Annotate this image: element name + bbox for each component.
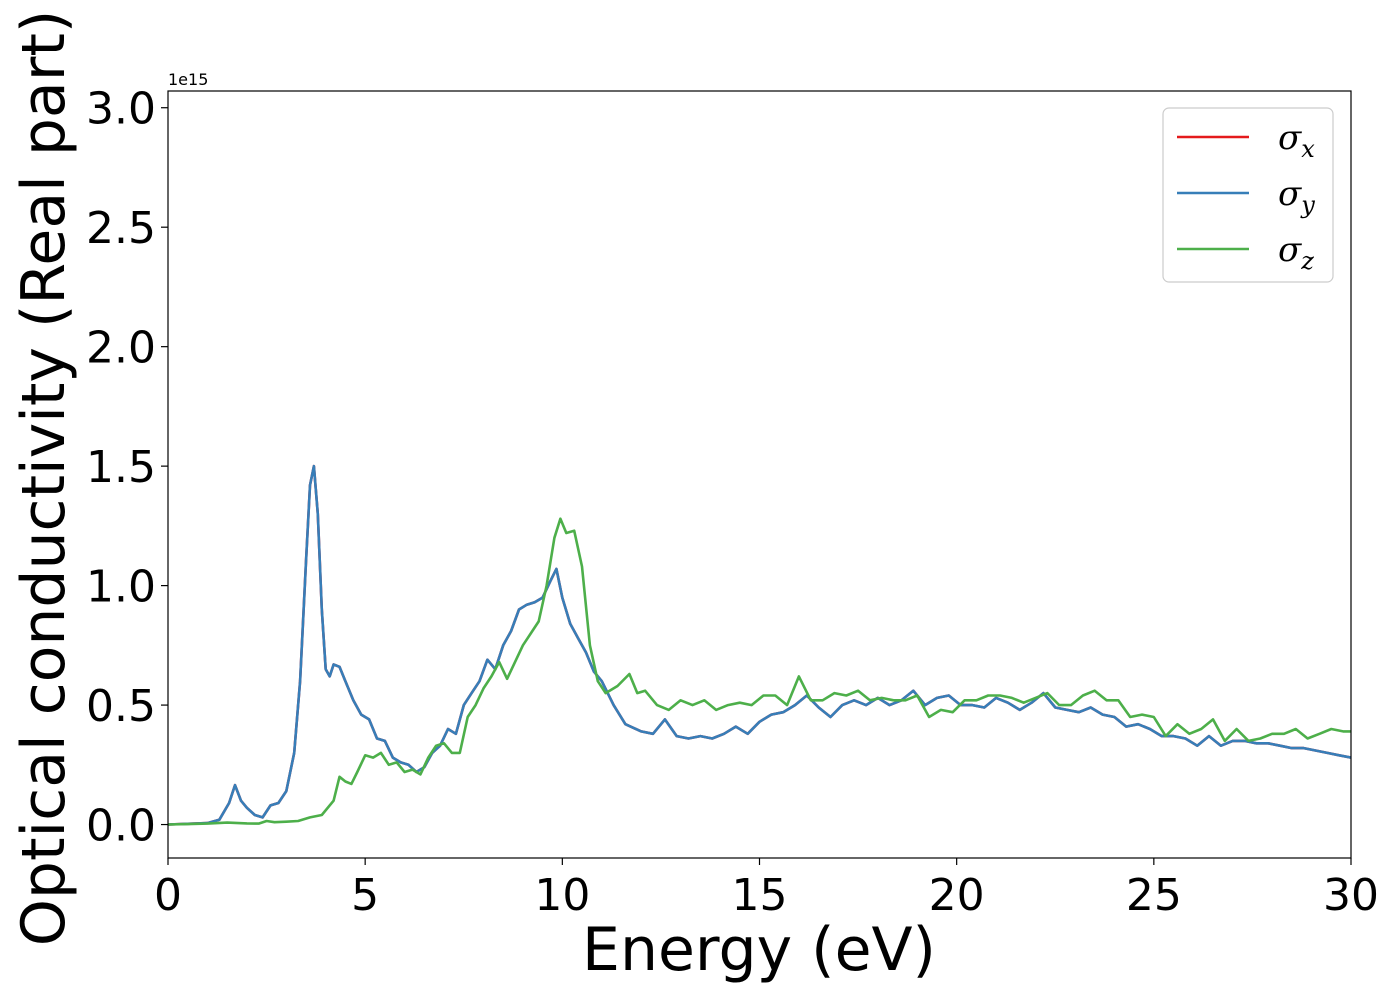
x-axis-title: Energy (eV)	[582, 915, 936, 985]
x-tick-label: 25	[1126, 870, 1182, 921]
legend-subscript: x	[1301, 135, 1315, 163]
x-tick-label: 30	[1323, 870, 1379, 921]
x-axis-ticks: 0 5 10 15 20 25 30	[154, 858, 1379, 921]
legend-label-sigma-y: σy	[1278, 174, 1315, 219]
y-tick-label: 1.0	[86, 562, 156, 613]
y-tick-label: 0.0	[86, 801, 156, 852]
legend-label-sigma-x: σx	[1278, 118, 1315, 163]
y-tick-label: 0.5	[86, 681, 156, 732]
x-tick-label: 0	[154, 870, 182, 921]
y-offset-label: 1e15	[168, 70, 208, 89]
series-line-sigma-y	[168, 464, 1351, 826]
legend-subscript: y	[1300, 191, 1315, 219]
x-tick-label: 5	[351, 870, 379, 921]
y-axis-ticks: 0.0 0.5 1.0 1.5 2.0 2.5 3.0	[86, 84, 168, 852]
legend-symbol: σ	[1278, 118, 1302, 158]
legend-label-sigma-z: σz	[1278, 230, 1314, 275]
y-axis-title: Optical conductivity (Real part)	[9, 10, 79, 947]
legend-symbol: σ	[1278, 230, 1302, 270]
y-tick-label: 2.5	[86, 203, 156, 254]
legend-subscript: z	[1300, 247, 1314, 275]
series-layer	[168, 464, 1351, 826]
x-tick-label: 15	[732, 870, 788, 921]
series-line-sigma-z	[168, 517, 1351, 826]
x-tick-label: 10	[534, 870, 590, 921]
legend-symbol: σ	[1278, 174, 1302, 214]
x-tick-label: 20	[929, 870, 985, 921]
y-tick-label: 3.0	[86, 84, 156, 135]
y-tick-label: 1.5	[86, 442, 156, 493]
y-tick-label: 2.0	[86, 323, 156, 374]
legend-box	[1162, 107, 1334, 283]
